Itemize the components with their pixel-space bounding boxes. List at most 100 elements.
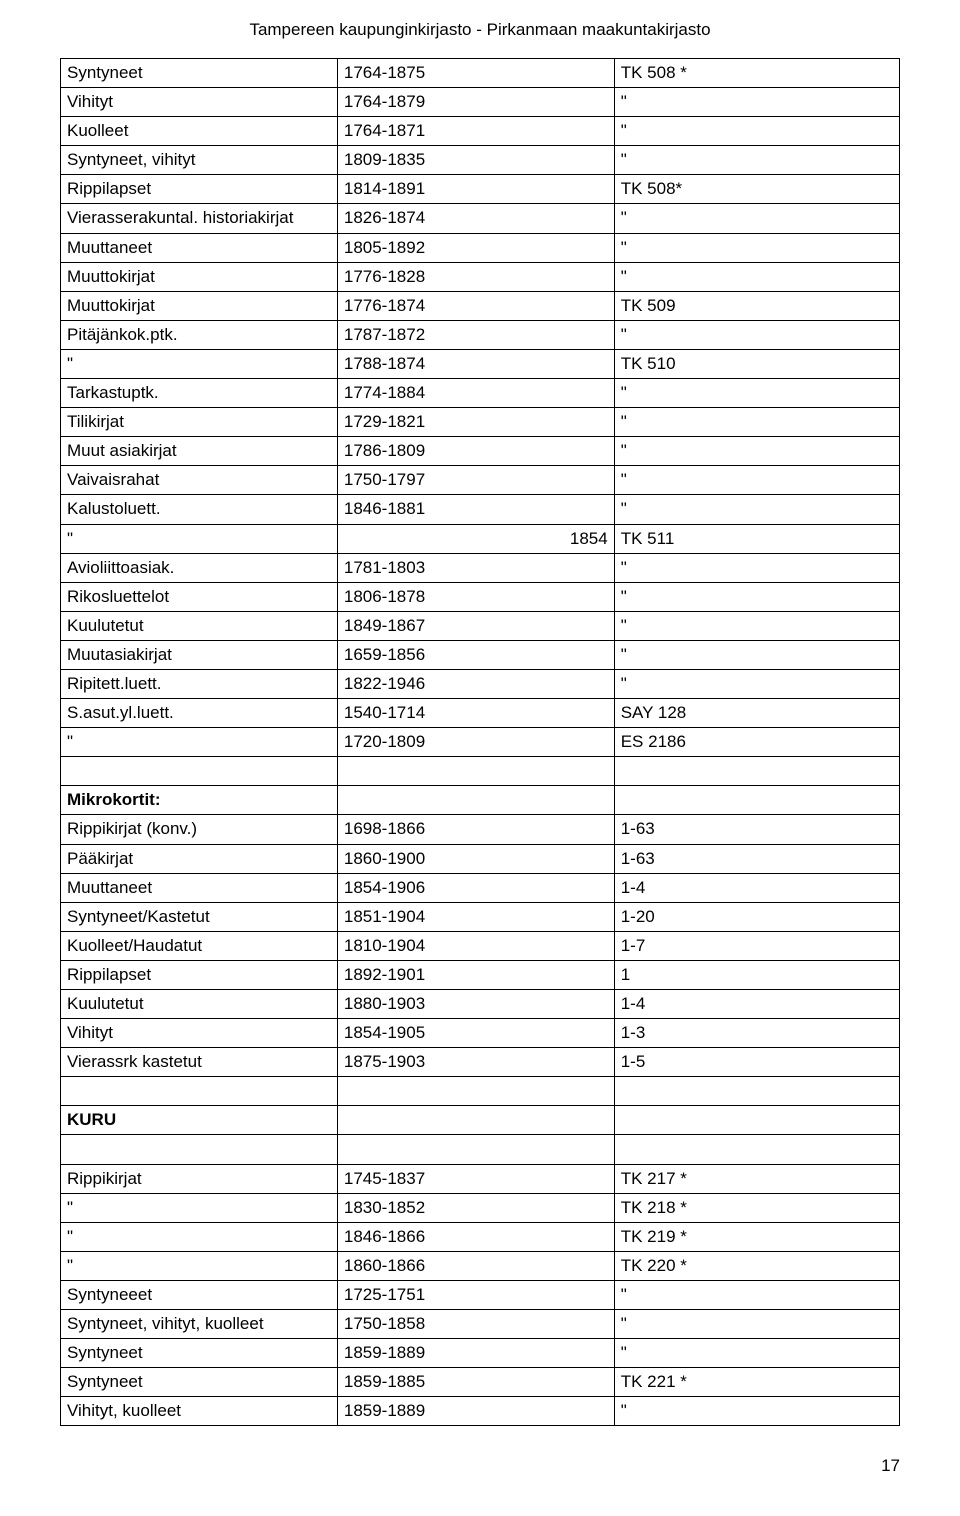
- spacer-cell: [337, 1077, 614, 1106]
- table-row: Kuulutetut1849-1867": [61, 611, 900, 640]
- table-cell: Muuttokirjat: [61, 262, 338, 291]
- table-cell: 1851-1904: [337, 902, 614, 931]
- table-cell: ": [61, 524, 338, 553]
- table-row: Muuttaneet1854-19061-4: [61, 873, 900, 902]
- records-table: Syntyneet1764-1875TK 508 *Vihityt1764-18…: [60, 58, 900, 1426]
- table-row: Syntyneet1764-1875TK 508 *: [61, 59, 900, 88]
- table-cell: 1826-1874: [337, 204, 614, 233]
- table-cell: 1776-1828: [337, 262, 614, 291]
- table-cell: 1540-1714: [337, 699, 614, 728]
- table-cell: 1788-1874: [337, 349, 614, 378]
- table-row: Syntyneet1859-1885TK 221 *: [61, 1368, 900, 1397]
- table-row: Mikrokortit:: [61, 786, 900, 815]
- page-number: 17: [60, 1456, 900, 1476]
- table-cell: 1809-1835: [337, 146, 614, 175]
- spacer-cell: [614, 1135, 899, 1164]
- table-cell: Syntyneet: [61, 1368, 338, 1397]
- table-cell: Syntyneet/Kastetut: [61, 902, 338, 931]
- table-cell: 1-63: [614, 815, 899, 844]
- table-cell: Pitäjänkok.ptk.: [61, 320, 338, 349]
- table-cell: Vierasserakuntal. historiakirjat: [61, 204, 338, 233]
- table-cell: [614, 1106, 899, 1135]
- table-cell: 1854-1906: [337, 873, 614, 902]
- table-row: Rippilapset1814-1891TK 508*: [61, 175, 900, 204]
- table-row: Muutasiakirjat1659-1856": [61, 640, 900, 669]
- table-cell: 1764-1879: [337, 88, 614, 117]
- table-row: Syntyneet/Kastetut1851-19041-20: [61, 902, 900, 931]
- table-row: Tarkastuptk.1774-1884": [61, 379, 900, 408]
- table-row: "1846-1866TK 219 *: [61, 1222, 900, 1251]
- table-cell: TK 508*: [614, 175, 899, 204]
- table-cell: 1-3: [614, 1019, 899, 1048]
- table-cell: Vihityt: [61, 88, 338, 117]
- table-cell: Syntyneet, vihityt, kuolleet: [61, 1310, 338, 1339]
- table-row: Muuttokirjat1776-1874TK 509: [61, 291, 900, 320]
- table-row: "1854TK 511: [61, 524, 900, 553]
- table-cell: Rippilapset: [61, 175, 338, 204]
- table-cell: 1764-1871: [337, 117, 614, 146]
- table-cell: Rippikirjat: [61, 1164, 338, 1193]
- table-row: Muuttaneet1805-1892": [61, 233, 900, 262]
- table-cell: 1750-1858: [337, 1310, 614, 1339]
- table-cell: TK 217 *: [614, 1164, 899, 1193]
- spacer-cell: [61, 757, 338, 786]
- table-cell: 1729-1821: [337, 408, 614, 437]
- table-cell: 1892-1901: [337, 960, 614, 989]
- table-cell: Muuttaneet: [61, 233, 338, 262]
- table-cell: Avioliittoasiak.: [61, 553, 338, 582]
- table-cell: TK 219 *: [614, 1222, 899, 1251]
- table-cell: Kuolleet/Haudatut: [61, 931, 338, 960]
- table-cell: ": [614, 582, 899, 611]
- table-row: Syntyneeet1725-1751": [61, 1280, 900, 1309]
- table-cell: Tarkastuptk.: [61, 379, 338, 408]
- table-row: Tilikirjat1729-1821": [61, 408, 900, 437]
- table-cell: 1: [614, 960, 899, 989]
- table-cell: Kuolleet: [61, 117, 338, 146]
- table-cell: TK 509: [614, 291, 899, 320]
- page-header: Tampereen kaupunginkirjasto - Pirkanmaan…: [60, 20, 900, 40]
- table-cell: Vaivaisrahat: [61, 466, 338, 495]
- table-cell: 1764-1875: [337, 59, 614, 88]
- table-cell: TK 508 *: [614, 59, 899, 88]
- table-cell: 1880-1903: [337, 990, 614, 1019]
- table-cell: ": [61, 1222, 338, 1251]
- table-cell: ": [614, 204, 899, 233]
- table-cell: Rikosluettelot: [61, 582, 338, 611]
- table-cell: 1776-1874: [337, 291, 614, 320]
- table-cell: 1725-1751: [337, 1280, 614, 1309]
- table-cell: Syntyneet: [61, 59, 338, 88]
- table-cell: Rippilapset: [61, 960, 338, 989]
- table-row: Rippilapset1892-19011: [61, 960, 900, 989]
- table-cell: ": [614, 640, 899, 669]
- table-cell: Muut asiakirjat: [61, 437, 338, 466]
- table-cell: SAY 128: [614, 699, 899, 728]
- table-cell: 1720-1809: [337, 728, 614, 757]
- table-row: Syntyneet1859-1889": [61, 1339, 900, 1368]
- spacer-cell: [337, 757, 614, 786]
- table-row: Kalustoluett.1846-1881": [61, 495, 900, 524]
- table-row: Muut asiakirjat1786-1809": [61, 437, 900, 466]
- table-cell: Mikrokortit:: [61, 786, 338, 815]
- table-cell: ": [614, 233, 899, 262]
- table-cell: Kuulutetut: [61, 990, 338, 1019]
- spacer-cell: [61, 1135, 338, 1164]
- spacer-cell: [61, 1077, 338, 1106]
- table-cell: 1786-1809: [337, 437, 614, 466]
- table-cell: 1-63: [614, 844, 899, 873]
- table-row: Vaivaisrahat1750-1797": [61, 466, 900, 495]
- table-cell: ": [614, 1310, 899, 1339]
- table-row: S.asut.yl.luett.1540-1714SAY 128: [61, 699, 900, 728]
- table-cell: [337, 1106, 614, 1135]
- table-cell: ": [614, 262, 899, 291]
- table-cell: 1-4: [614, 990, 899, 1019]
- table-cell: ": [61, 728, 338, 757]
- table-cell: Syntyneeet: [61, 1280, 338, 1309]
- table-row: Syntyneet, vihityt, kuolleet1750-1858": [61, 1310, 900, 1339]
- spacer-cell: [337, 1135, 614, 1164]
- table-cell: ": [614, 495, 899, 524]
- table-cell: 1-4: [614, 873, 899, 902]
- spacer-row: [61, 1135, 900, 1164]
- table-cell: ": [614, 146, 899, 175]
- table-cell: 1859-1889: [337, 1339, 614, 1368]
- table-cell: TK 511: [614, 524, 899, 553]
